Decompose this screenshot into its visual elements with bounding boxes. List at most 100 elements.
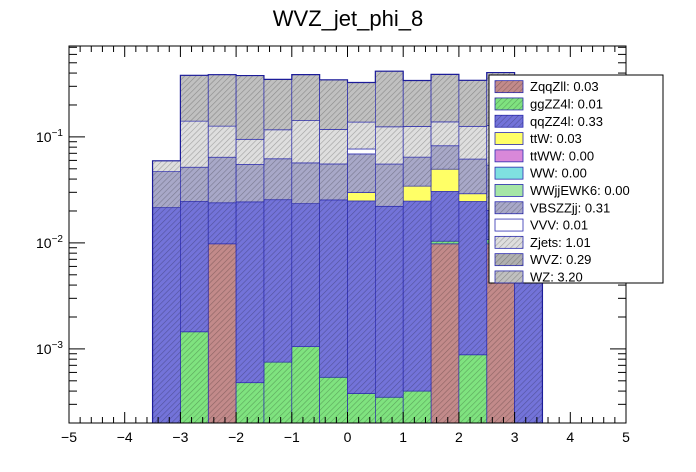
- bar-ttw-bin-11: [458, 193, 488, 202]
- bar-zjets-bin-3-hatch: [236, 139, 264, 165]
- x-tick-label: −3: [172, 429, 188, 445]
- x-tick-label: 2: [455, 429, 463, 445]
- bar-zjets-bin-11-hatch: [458, 126, 487, 160]
- bar-qqzz4l-bin-8-hatch: [375, 206, 404, 398]
- legend-label-zjets: Zjets: 1.01: [530, 235, 591, 250]
- stack-total-line: [151, 70, 544, 423]
- bar-vbszzjj-bin-1-hatch: [180, 167, 209, 202]
- legend-swatch-ww: [494, 166, 524, 180]
- bar-vbszzjj-bin-7-hatch: [347, 153, 376, 193]
- legend: ZqqZll: 0.03 ggZZ4l: 0.01 qqZZ4l: 0.33 ttW:…: [488, 74, 664, 284]
- bar-ggzz4l-bin-8-hatch: [375, 397, 404, 423]
- bar-zjets-bin-8-hatch: [375, 126, 404, 165]
- bar-zjets-bin-6-hatch: [319, 129, 348, 164]
- bar-wz-bin-1-hatch: [180, 75, 209, 122]
- x-tick-label: 5: [622, 429, 630, 445]
- bar-ggzz4l-bin-1-hatch: [180, 331, 209, 423]
- bar-qqzz4l-bin-11-hatch: [458, 201, 487, 355]
- bar-qqzz4l-bin-9-hatch: [403, 201, 432, 392]
- bar-wz-bin-8-hatch: [375, 71, 404, 127]
- chart-title: WVZ_jet_phi_8: [273, 6, 423, 31]
- legend-label-ttww: ttWW: 0.00: [530, 148, 594, 163]
- bar-wz-bin-4-hatch: [263, 79, 292, 130]
- legend-label-ggzz4l: ggZZ4l: 0.01: [530, 96, 603, 111]
- legend-swatch-wwjjewk6: [494, 184, 524, 197]
- bar-qqzz4l-bin-6-hatch: [319, 199, 348, 378]
- bar-wz-bin-3-hatch: [236, 75, 264, 140]
- bar-zjets-bin-2-hatch: [208, 126, 237, 158]
- legend-swatch-wz-hatch: [495, 270, 523, 283]
- bar-zqqzll-bin-2-hatch: [208, 243, 237, 423]
- bar-ggzz4l-bin-10-hatch: [431, 241, 459, 244]
- bar-zjets-bin-5-hatch: [291, 120, 320, 163]
- bar-qqzz4l-bin-0-hatch: [152, 207, 181, 423]
- legend-label-zqqzll: ZqqZll: 0.03: [530, 79, 599, 94]
- bar-zjets-bin-7-hatch: [347, 122, 376, 149]
- bar-wz-bin-2-hatch: [208, 74, 237, 127]
- legend-swatch-ttw: [494, 132, 524, 145]
- bar-wz-bin-6-hatch: [319, 79, 348, 130]
- legend-swatch-zqqzll-hatch: [495, 80, 523, 93]
- bar-qqzz4l-bin-2-hatch: [208, 202, 237, 244]
- bar-ggzz4l-bin-7-hatch: [347, 393, 376, 423]
- bar-wz-bin-10-hatch: [431, 74, 459, 122]
- bar-zjets-bin-1-hatch: [180, 121, 209, 168]
- bar-qqzz4l-bin-10-hatch: [431, 191, 459, 242]
- legend-label-wvz: WVZ: 0.29: [530, 252, 591, 267]
- legend-swatch-ggzz4l-hatch: [495, 97, 523, 110]
- bar-wz-bin-5-hatch: [291, 74, 320, 121]
- bar-vbszzjj-bin-11-hatch: [458, 159, 487, 194]
- bar-vbszzjj-bin-8-hatch: [375, 164, 404, 207]
- bar-wz-bin-11-hatch: [458, 80, 487, 127]
- x-tick-label: 1: [399, 429, 407, 445]
- bar-vbszzjj-bin-0-hatch: [152, 171, 181, 208]
- bar-zqqzll-bin-10-hatch: [431, 243, 459, 423]
- bar-vbszzjj-bin-4-hatch: [263, 158, 292, 200]
- legend-label-vbszzjj: VBSZZjj: 0.31: [530, 200, 610, 215]
- bar-vbszzjj-bin-9-hatch: [403, 157, 432, 187]
- bar-vbszzjj-bin-10-hatch: [431, 145, 459, 170]
- legend-swatch-zjets-hatch: [495, 236, 523, 249]
- y-tick-label: 10−1: [36, 128, 63, 145]
- x-tick-label: 4: [566, 429, 574, 445]
- x-tick-label: −2: [228, 429, 244, 445]
- y-tick-label: 10−2: [36, 234, 63, 251]
- bar-qqzz4l-bin-5-hatch: [291, 203, 320, 347]
- bar-ttw-bin-9: [402, 185, 432, 202]
- bar-vvv-bin-7: [347, 148, 376, 155]
- bar-ggzz4l-bin-3-hatch: [236, 382, 264, 423]
- y-tick-label: 10−3: [36, 340, 63, 357]
- bar-zjets-bin-10-hatch: [431, 121, 459, 146]
- bar-qqzz4l-bin-3-hatch: [236, 201, 264, 383]
- bar-zjets-bin-4-hatch: [263, 129, 292, 159]
- bar-ttw-bin-7: [347, 192, 376, 202]
- bar-vbszzjj-bin-2-hatch: [208, 157, 237, 203]
- bar-vbszzjj-bin-6-hatch: [319, 163, 348, 200]
- legend-label-wwjjewk6: WWjjEWK6: 0.00: [530, 183, 630, 198]
- legend-swatch-qqzz4l-hatch: [495, 115, 523, 128]
- legend-swatch-ttww: [494, 149, 524, 163]
- x-axis: −5 −4 −3 −2 −1 0 1 2 3 4 5: [61, 46, 630, 445]
- legend-label-ttw: ttW: 0.03: [530, 131, 582, 146]
- x-tick-label: 0: [344, 429, 352, 445]
- bar-ttw-bin-10: [430, 168, 460, 192]
- legend-swatch-wvz-hatch: [495, 253, 523, 266]
- bar-ggzz4l-bin-5-hatch: [291, 346, 320, 423]
- bar-wz-bin-9-hatch: [403, 80, 432, 127]
- x-tick-label: −5: [61, 429, 77, 445]
- legend-swatch-vvv: [494, 218, 524, 232]
- legend-label-wz: WZ: 3.20: [530, 269, 583, 284]
- bar-ggzz4l-bin-4-hatch: [263, 362, 292, 423]
- bar-qqzz4l-bin-1-hatch: [180, 201, 209, 332]
- bar-ggzz4l-bin-6-hatch: [319, 377, 348, 423]
- bar-zjets-bin-9-hatch: [403, 126, 432, 158]
- bar-qqzz4l-bin-7-hatch: [347, 200, 376, 394]
- x-tick-label: −1: [284, 429, 300, 445]
- bar-ggzz4l-bin-11-hatch: [458, 354, 487, 423]
- bar-vbszzjj-bin-3-hatch: [236, 164, 264, 202]
- legend-label-ww: WW: 0.00: [530, 166, 587, 181]
- stack-outline: [151, 70, 544, 423]
- bar-wz-bin-7-hatch: [347, 82, 376, 123]
- bar-zjets-bin-0-hatch: [152, 160, 181, 172]
